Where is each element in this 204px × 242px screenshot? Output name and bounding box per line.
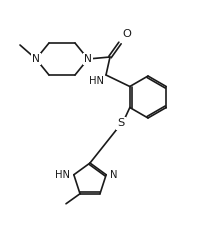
Text: N: N — [84, 54, 92, 64]
Text: N: N — [32, 54, 40, 64]
Text: HN: HN — [89, 76, 104, 86]
Text: HN: HN — [55, 170, 70, 180]
Text: N: N — [110, 170, 118, 180]
Text: O: O — [122, 29, 131, 39]
Text: S: S — [117, 119, 124, 129]
